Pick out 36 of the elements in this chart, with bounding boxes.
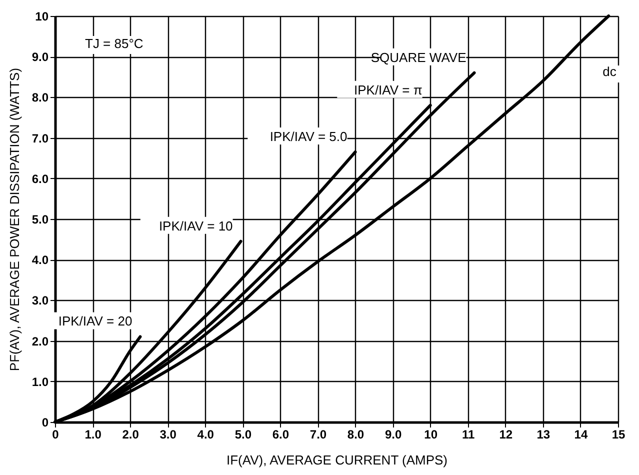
- series-label: IPK/IAV = 10: [158, 218, 233, 234]
- x-tick-label: 15: [612, 428, 626, 442]
- y-tick-label: 5.0: [32, 212, 49, 226]
- x-tick-label: 0: [52, 428, 60, 442]
- y-tick-label: 10: [35, 10, 49, 24]
- x-tick-label: 14: [574, 428, 588, 442]
- y-tick-label: 4.0: [32, 253, 49, 268]
- y-tick-label: 9.0: [32, 50, 49, 64]
- x-tick-label: 12: [499, 428, 513, 442]
- x-tick-label: 7.0: [310, 428, 327, 442]
- x-axis-title: IF(AV), AVERAGE CURRENT (AMPS): [226, 452, 448, 468]
- text: dc: [602, 64, 617, 79]
- x-tick-label: 9.0: [384, 428, 402, 442]
- x-tick-label: 1.0: [84, 428, 102, 442]
- x-tick-label: 3.0: [160, 428, 177, 442]
- series-label: SQUARE WAVE: [370, 50, 467, 65]
- y-tick-label: 1.0: [32, 374, 49, 389]
- x-tick-label: 2.0: [122, 428, 140, 442]
- x-tick-label: 8.0: [347, 428, 364, 442]
- x-tick-label: 5.0: [234, 428, 252, 442]
- series-label: IPK/IAV = π: [354, 82, 422, 98]
- y-axis-title: PF(AV), AVERAGE POWER DISSIPATION (WATTS): [6, 68, 22, 372]
- x-tick-label: 6.0: [272, 428, 290, 442]
- x-tick-label: 4.0: [197, 428, 214, 442]
- y-tick-label: 3.0: [32, 294, 49, 308]
- annotation: TJ = 85°C: [85, 36, 144, 51]
- y-tick-label: 0: [42, 416, 49, 430]
- x-tick-label: 10: [424, 428, 438, 442]
- y-tick-label: 6.0: [32, 172, 49, 186]
- y-tick-label: 8.0: [32, 90, 49, 105]
- x-tick-label: 11: [462, 428, 476, 442]
- y-tick-label: 7.0: [32, 131, 49, 146]
- y-tick-label: 2.0: [32, 334, 49, 348]
- x-tick-label: 13: [536, 428, 550, 442]
- series-label: IPK/IAV = 5.0: [270, 129, 348, 144]
- series-label: IPK/IAV = 20: [58, 314, 132, 329]
